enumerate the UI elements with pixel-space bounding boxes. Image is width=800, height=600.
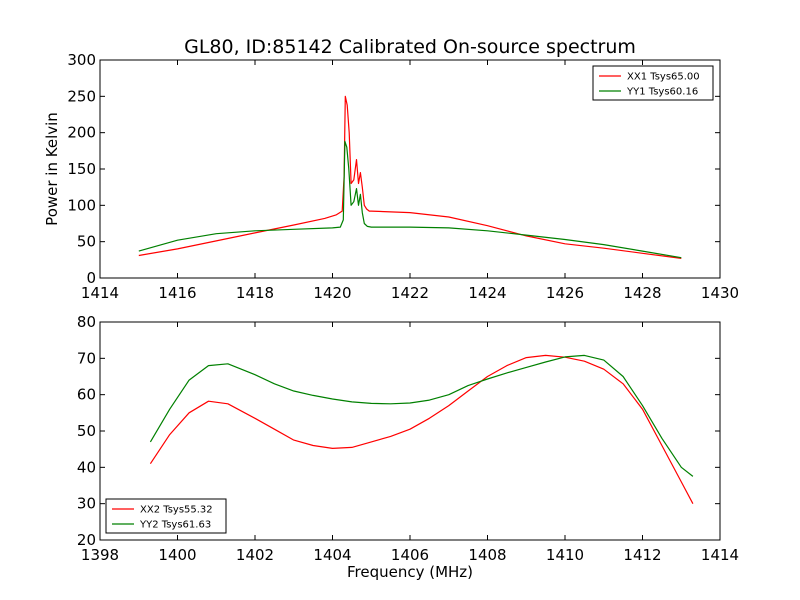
y-tick-label: 200 [67,124,96,142]
x-axis-title: Frequency (MHz) [347,563,473,581]
x-tick-label: 1404 [313,546,351,564]
legend-box [592,65,714,101]
series-line-1 [149,354,694,504]
legend-label-2: YY2 Tsys61.63 [139,520,211,531]
x-tick-label: 1402 [236,546,274,564]
x-tick-label: 1424 [468,284,506,302]
x-tick-label: 1428 [623,284,661,302]
series-line-1 [138,95,682,259]
bottom-plot: 1398 1400 1402 1404 1406 1408 1410 1412 1414 20 30… [77,313,739,564]
chart-title: GL80, ID:85142 Calibrated On-source spec… [184,36,636,58]
x-tick-label: 1420 [313,284,351,302]
y-tick-label: 70 [77,349,96,367]
y-tick-label: 30 [77,495,96,513]
legend: XX2 Tsys55.32 YY2 Tsys61.63 [105,498,227,534]
x-tick-label: 1416 [158,284,196,302]
x-tick-label: 1412 [623,546,661,564]
y-tick-label: 0 [86,269,96,287]
y-tick-label: 20 [77,531,96,549]
legend-label-1: XX1 Tsys65.00 [627,72,700,83]
x-tick-label: 1430 [701,284,739,302]
x-tick-label: 1410 [546,546,584,564]
x-tick-label: 1408 [468,546,506,564]
y-tick-label: 250 [67,87,96,105]
x-tick-label: 1422 [391,284,429,302]
x-tick-label: 1426 [546,284,584,302]
legend-label-2: YY1 Tsys60.16 [626,87,698,98]
x-tick-label: 1400 [158,546,196,564]
y-tick-label: 80 [77,313,96,331]
x-tick-label: 1406 [391,546,429,564]
legend: XX1 Tsys65.00 YY1 Tsys60.16 [592,65,714,101]
series-line-2 [149,354,694,477]
top-plot: 1414 1416 1418 1420 1422 1424 1426 1428 1430 0 50 1… [67,51,739,302]
y-tick-label: 100 [67,196,96,214]
y-tick-label: 50 [77,422,96,440]
y-axis-title: Power in Kelvin [43,112,61,226]
x-tick-label: 1414 [81,284,119,302]
y-tick-label: 40 [77,458,96,476]
x-tick-label: 1414 [701,546,739,564]
series-lines [149,354,694,504]
y-tick-label: 300 [67,51,96,69]
series-lines [138,95,682,259]
legend-box [105,498,227,534]
y-tick-label: 60 [77,386,96,404]
x-tick-label: 1398 [81,546,119,564]
x-tick-label: 1418 [236,284,274,302]
y-tick-label: 150 [67,160,96,178]
series-line-2 [138,140,682,259]
legend-label-1: XX2 Tsys55.32 [140,505,213,516]
y-tick-label: 50 [77,233,96,251]
